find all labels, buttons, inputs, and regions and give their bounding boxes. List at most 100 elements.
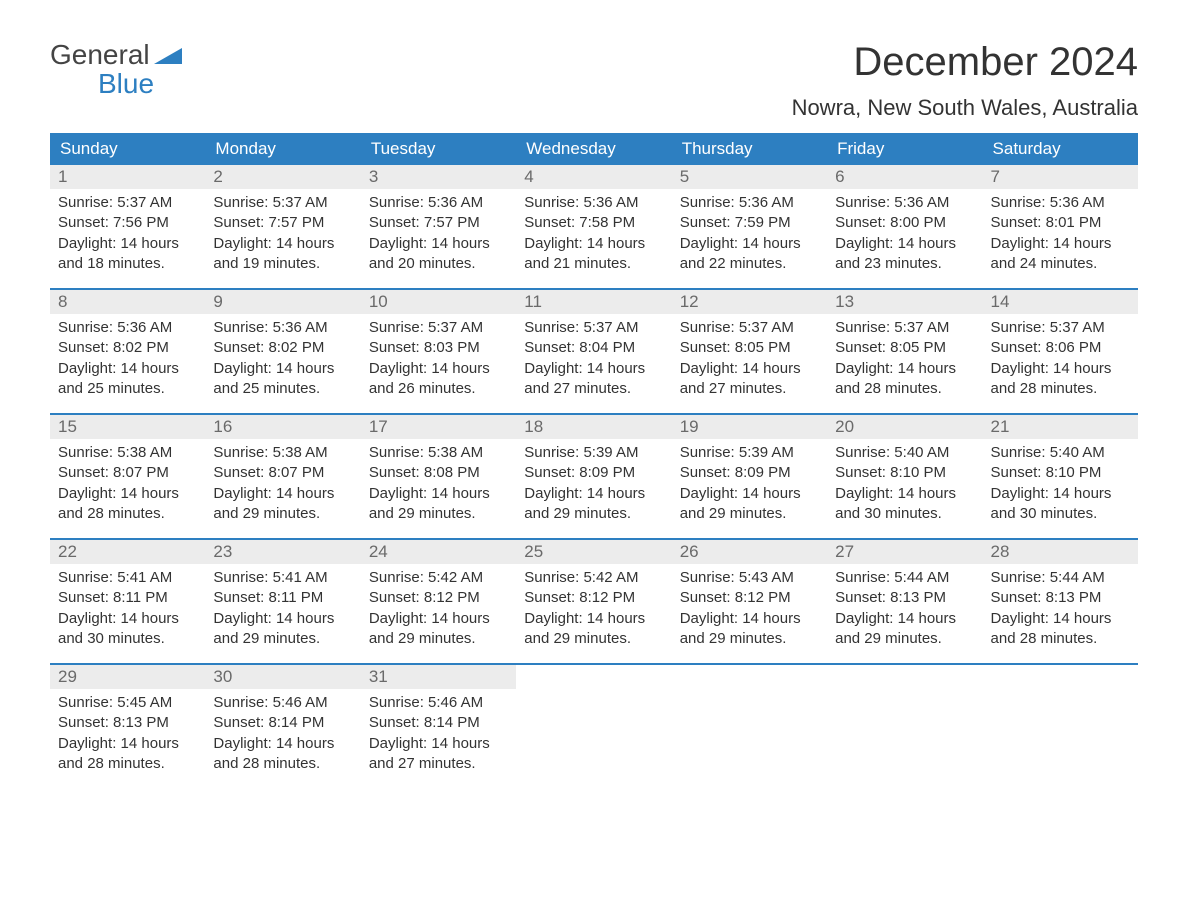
sunset-line: Sunset: 8:07 PM — [58, 463, 197, 483]
logo-line-1: General — [50, 40, 182, 69]
calendar-day: 26Sunrise: 5:43 AMSunset: 8:12 PMDayligh… — [672, 540, 827, 649]
sunset-line: Sunset: 7:57 PM — [369, 213, 508, 233]
dow-monday: Monday — [205, 133, 360, 165]
day-details: Sunrise: 5:46 AMSunset: 8:14 PMDaylight:… — [361, 689, 516, 774]
day-number: 30 — [205, 665, 360, 689]
sunset-line: Sunset: 8:08 PM — [369, 463, 508, 483]
daylight-line-1: Daylight: 14 hours — [58, 234, 197, 254]
day-number: 21 — [983, 415, 1138, 439]
sunset-line: Sunset: 8:09 PM — [524, 463, 663, 483]
day-details: Sunrise: 5:36 AMSunset: 7:58 PMDaylight:… — [516, 189, 671, 274]
day-details: Sunrise: 5:36 AMSunset: 7:57 PMDaylight:… — [361, 189, 516, 274]
sunrise-line: Sunrise: 5:39 AM — [680, 443, 819, 463]
day-number: 31 — [361, 665, 516, 689]
daylight-line-2: and 29 minutes. — [835, 629, 974, 649]
daylight-line-2: and 29 minutes. — [680, 504, 819, 524]
sunrise-line: Sunrise: 5:37 AM — [213, 193, 352, 213]
logo-word-2: Blue — [98, 69, 182, 98]
calendar-day: 27Sunrise: 5:44 AMSunset: 8:13 PMDayligh… — [827, 540, 982, 649]
sunset-line: Sunset: 8:06 PM — [991, 338, 1130, 358]
daylight-line-1: Daylight: 14 hours — [680, 609, 819, 629]
daylight-line-1: Daylight: 14 hours — [213, 609, 352, 629]
sunset-line: Sunset: 8:05 PM — [835, 338, 974, 358]
day-number: 20 — [827, 415, 982, 439]
sunset-line: Sunset: 8:03 PM — [369, 338, 508, 358]
calendar-day: 2Sunrise: 5:37 AMSunset: 7:57 PMDaylight… — [205, 165, 360, 274]
sunrise-line: Sunrise: 5:41 AM — [213, 568, 352, 588]
calendar-day: 18Sunrise: 5:39 AMSunset: 8:09 PMDayligh… — [516, 415, 671, 524]
daylight-line-1: Daylight: 14 hours — [524, 609, 663, 629]
dow-thursday: Thursday — [672, 133, 827, 165]
daylight-line-1: Daylight: 14 hours — [991, 234, 1130, 254]
daylight-line-2: and 30 minutes. — [58, 629, 197, 649]
calendar-day: 9Sunrise: 5:36 AMSunset: 8:02 PMDaylight… — [205, 290, 360, 399]
sunset-line: Sunset: 8:11 PM — [58, 588, 197, 608]
daylight-line-1: Daylight: 14 hours — [369, 734, 508, 754]
daylight-line-1: Daylight: 14 hours — [369, 609, 508, 629]
day-number: 10 — [361, 290, 516, 314]
day-number: 13 — [827, 290, 982, 314]
daylight-line-2: and 29 minutes. — [524, 504, 663, 524]
daylight-line-1: Daylight: 14 hours — [58, 359, 197, 379]
sunrise-line: Sunrise: 5:40 AM — [835, 443, 974, 463]
calendar-day: 28Sunrise: 5:44 AMSunset: 8:13 PMDayligh… — [983, 540, 1138, 649]
day-number: 9 — [205, 290, 360, 314]
sunset-line: Sunset: 8:11 PM — [213, 588, 352, 608]
sunrise-line: Sunrise: 5:38 AM — [213, 443, 352, 463]
daylight-line-2: and 23 minutes. — [835, 254, 974, 274]
day-details: Sunrise: 5:39 AMSunset: 8:09 PMDaylight:… — [516, 439, 671, 524]
day-of-week-header: Sunday Monday Tuesday Wednesday Thursday… — [50, 133, 1138, 165]
day-details: Sunrise: 5:37 AMSunset: 8:05 PMDaylight:… — [672, 314, 827, 399]
title-block: December 2024 Nowra, New South Wales, Au… — [792, 40, 1138, 121]
daylight-line-1: Daylight: 14 hours — [991, 484, 1130, 504]
sunset-line: Sunset: 8:14 PM — [369, 713, 508, 733]
day-number: 14 — [983, 290, 1138, 314]
dow-tuesday: Tuesday — [361, 133, 516, 165]
sunrise-line: Sunrise: 5:37 AM — [835, 318, 974, 338]
logo-triangle-icon — [154, 40, 182, 69]
daylight-line-2: and 18 minutes. — [58, 254, 197, 274]
calendar-day: 19Sunrise: 5:39 AMSunset: 8:09 PMDayligh… — [672, 415, 827, 524]
sunset-line: Sunset: 8:13 PM — [991, 588, 1130, 608]
daylight-line-2: and 28 minutes. — [991, 629, 1130, 649]
sunset-line: Sunset: 7:59 PM — [680, 213, 819, 233]
day-details: Sunrise: 5:41 AMSunset: 8:11 PMDaylight:… — [205, 564, 360, 649]
day-number: 6 — [827, 165, 982, 189]
calendar-day: 14Sunrise: 5:37 AMSunset: 8:06 PMDayligh… — [983, 290, 1138, 399]
calendar-day: 12Sunrise: 5:37 AMSunset: 8:05 PMDayligh… — [672, 290, 827, 399]
dow-sunday: Sunday — [50, 133, 205, 165]
sunrise-line: Sunrise: 5:37 AM — [369, 318, 508, 338]
calendar-day: 11Sunrise: 5:37 AMSunset: 8:04 PMDayligh… — [516, 290, 671, 399]
daylight-line-1: Daylight: 14 hours — [369, 234, 508, 254]
daylight-line-2: and 27 minutes. — [524, 379, 663, 399]
daylight-line-2: and 28 minutes. — [58, 504, 197, 524]
calendar-day: 3Sunrise: 5:36 AMSunset: 7:57 PMDaylight… — [361, 165, 516, 274]
sunrise-line: Sunrise: 5:40 AM — [991, 443, 1130, 463]
calendar-day: 5Sunrise: 5:36 AMSunset: 7:59 PMDaylight… — [672, 165, 827, 274]
day-number: 28 — [983, 540, 1138, 564]
daylight-line-2: and 30 minutes. — [991, 504, 1130, 524]
calendar-day — [983, 665, 1138, 774]
daylight-line-2: and 28 minutes. — [991, 379, 1130, 399]
calendar-day: 29Sunrise: 5:45 AMSunset: 8:13 PMDayligh… — [50, 665, 205, 774]
day-details: Sunrise: 5:40 AMSunset: 8:10 PMDaylight:… — [983, 439, 1138, 524]
day-details: Sunrise: 5:36 AMSunset: 8:00 PMDaylight:… — [827, 189, 982, 274]
sunrise-line: Sunrise: 5:38 AM — [58, 443, 197, 463]
daylight-line-2: and 27 minutes. — [369, 754, 508, 774]
daylight-line-2: and 25 minutes. — [213, 379, 352, 399]
calendar-day: 6Sunrise: 5:36 AMSunset: 8:00 PMDaylight… — [827, 165, 982, 274]
sunrise-line: Sunrise: 5:46 AM — [213, 693, 352, 713]
calendar-day: 16Sunrise: 5:38 AMSunset: 8:07 PMDayligh… — [205, 415, 360, 524]
sunset-line: Sunset: 8:14 PM — [213, 713, 352, 733]
daylight-line-2: and 25 minutes. — [58, 379, 197, 399]
sunrise-line: Sunrise: 5:45 AM — [58, 693, 197, 713]
day-details: Sunrise: 5:42 AMSunset: 8:12 PMDaylight:… — [361, 564, 516, 649]
calendar-week: 1Sunrise: 5:37 AMSunset: 7:56 PMDaylight… — [50, 165, 1138, 274]
day-details: Sunrise: 5:42 AMSunset: 8:12 PMDaylight:… — [516, 564, 671, 649]
calendar-week: 8Sunrise: 5:36 AMSunset: 8:02 PMDaylight… — [50, 288, 1138, 399]
calendar-day: 21Sunrise: 5:40 AMSunset: 8:10 PMDayligh… — [983, 415, 1138, 524]
daylight-line-1: Daylight: 14 hours — [369, 359, 508, 379]
daylight-line-2: and 29 minutes. — [680, 629, 819, 649]
calendar-day: 22Sunrise: 5:41 AMSunset: 8:11 PMDayligh… — [50, 540, 205, 649]
sunrise-line: Sunrise: 5:37 AM — [680, 318, 819, 338]
